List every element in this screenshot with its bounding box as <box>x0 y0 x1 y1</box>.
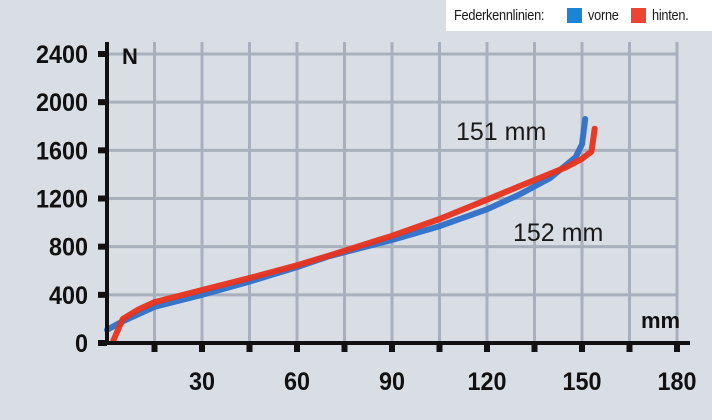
x-tick-mark <box>436 343 443 352</box>
y-tick-mark <box>98 243 107 250</box>
x-tick-mark <box>341 343 348 352</box>
chart-legend: Federkennlinien: vorne hinten. <box>446 0 712 31</box>
y-tick-mark <box>98 291 107 298</box>
x-tick-mark <box>246 343 253 352</box>
x-axis-unit: mm <box>641 308 680 333</box>
x-tick-label: 180 <box>658 368 697 396</box>
x-tick-mark <box>199 343 205 352</box>
y-tick-mark <box>98 340 107 346</box>
y-tick-mark <box>98 195 107 202</box>
axes <box>98 42 690 352</box>
y-tick-label: 400 <box>49 282 88 310</box>
data-series <box>104 116 598 344</box>
annotation-front-travel: 151 mm <box>456 118 546 146</box>
x-tick-mark <box>484 343 490 352</box>
y-tick-label: 2400 <box>36 41 88 69</box>
x-tick-label: 30 <box>189 368 215 396</box>
y-tick-label: 0 <box>75 330 88 358</box>
x-tick-label: 120 <box>468 368 507 396</box>
legend-swatch-front <box>567 8 583 23</box>
x-tick-mark <box>531 343 538 352</box>
y-tick-label: 1200 <box>36 186 88 214</box>
y-tick-mark <box>98 147 107 154</box>
x-tick-mark <box>389 343 395 352</box>
legend-label-rear: hinten. <box>652 7 689 24</box>
y-tick-label: 800 <box>49 234 88 262</box>
x-tick-label: 60 <box>284 368 310 396</box>
x-tick-mark <box>579 343 585 352</box>
axis-labels: 0 400 800 1200 1600 2000 2400 30 60 90 120 150 180 <box>36 41 697 396</box>
grid-lines <box>107 42 679 343</box>
y-tick-label: 2000 <box>36 89 88 117</box>
x-tick-label: 150 <box>563 368 602 396</box>
x-tick-mark <box>294 343 300 352</box>
series-line-rear <box>110 125 598 344</box>
y-tick-label: 1600 <box>36 137 88 165</box>
legend-label-front: vorne <box>588 7 619 24</box>
x-tick-mark <box>151 343 158 352</box>
x-tick-mark <box>674 343 680 352</box>
y-axis-unit: N <box>122 44 138 69</box>
annotation-rear-travel: 152 mm <box>513 219 603 247</box>
y-tick-mark <box>98 51 107 57</box>
x-tick-mark <box>626 343 633 352</box>
x-tick-label: 90 <box>379 368 405 396</box>
y-tick-mark <box>98 99 107 106</box>
legend-swatch-rear <box>631 8 647 23</box>
legend-title: Federkennlinien: <box>454 7 545 24</box>
